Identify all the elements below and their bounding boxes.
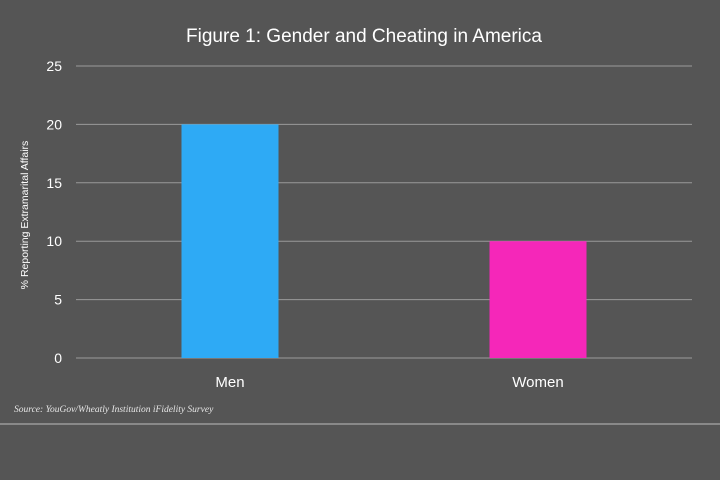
gridlines [76,65,692,359]
y-tick-labels: 0 5 10 15 20 25 [46,58,62,366]
y-tick-label: 5 [54,292,62,308]
chart-title: Figure 1: Gender and Cheating in America [186,26,542,47]
category-labels: Men Women [215,374,563,391]
bar-men [181,124,279,359]
category-label-women: Women [512,374,563,391]
source-note: Source: YouGov/Wheatly Institution iFide… [14,405,214,415]
y-axis-label: % Reporting Extramarital Affairs [19,141,31,290]
bars [181,124,587,359]
bar-women [489,241,587,358]
category-label-men: Men [215,374,244,391]
y-tick-label: 25 [46,58,62,74]
y-tick-label: 10 [46,233,62,249]
y-tick-label: 20 [46,116,62,132]
y-tick-label: 0 [54,350,62,366]
y-tick-label: 15 [46,175,62,191]
